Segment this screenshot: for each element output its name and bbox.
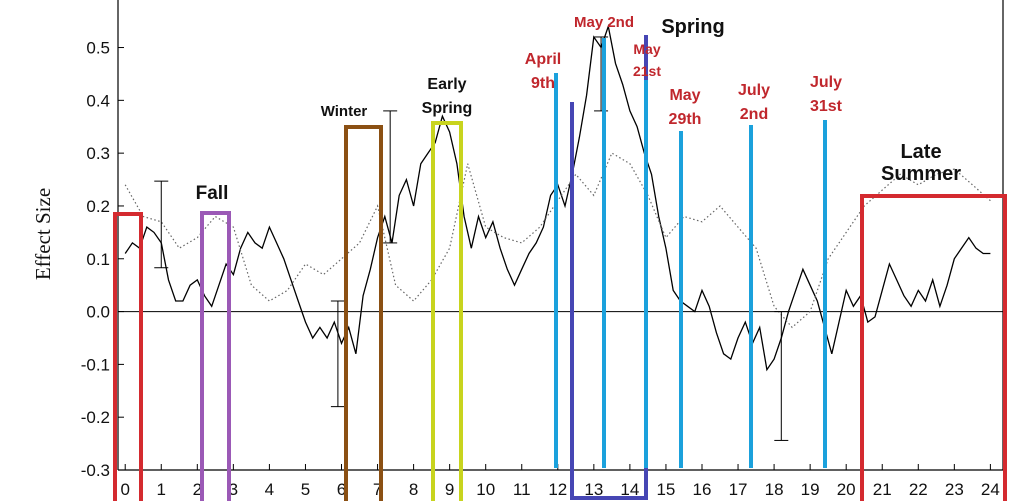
x-tick-label: 20 <box>837 480 856 499</box>
highlight-box <box>570 35 648 500</box>
annotation-text: May 2nd <box>574 14 634 31</box>
x-tick-label: 18 <box>765 480 784 499</box>
x-tick-label: 12 <box>548 480 567 499</box>
annotation-text: Spring <box>661 16 724 38</box>
annotation-text: Winter <box>321 103 368 120</box>
annotation-text: 21st <box>633 63 661 79</box>
x-tick-label: 7 <box>373 480 382 499</box>
annotation-text: April <box>525 51 561 68</box>
x-tick-label: 8 <box>409 480 418 499</box>
annotation-text: Spring <box>422 100 473 117</box>
error-bar <box>774 311 789 441</box>
error-bar <box>383 110 398 244</box>
annotation-text: 9th <box>531 75 555 92</box>
y-tick-label: 0.0 <box>86 303 110 322</box>
highlight-box <box>431 121 463 501</box>
x-tick-label: 19 <box>801 480 820 499</box>
highlight-box <box>113 212 143 501</box>
highlight-box <box>200 211 231 501</box>
x-tick-label: 1 <box>157 480 166 499</box>
x-tick-label: 3 <box>229 480 238 499</box>
x-tick-label: 5 <box>301 480 310 499</box>
annotation-text: May <box>669 87 700 104</box>
x-tick-label: 4 <box>265 480 274 499</box>
annotation-text: May <box>633 41 660 57</box>
annotations: Fall Winter Early Spring April 9th May 2nd May 2… <box>196 14 962 204</box>
annotation-text: Late <box>900 141 941 163</box>
x-tick-label: 9 <box>445 480 454 499</box>
annotation-text: Early <box>427 76 466 93</box>
x-tick-label: 17 <box>729 480 748 499</box>
y-tick-label: -0.1 <box>81 355 110 374</box>
annotation-text: 31st <box>810 98 843 115</box>
annotation-text: July <box>810 74 842 91</box>
error-bar <box>330 300 345 408</box>
highlight-box <box>860 194 1007 501</box>
annotation-text: Fall <box>196 183 229 204</box>
x-tick-label: 0 <box>120 480 129 499</box>
error-bar <box>154 180 169 269</box>
x-tick-label: 15 <box>656 480 675 499</box>
x-tick-label: 23 <box>945 480 964 499</box>
y-axis-label: Effect Size <box>31 188 55 280</box>
x-tick-label: 10 <box>476 480 495 499</box>
data-line <box>124 152 991 329</box>
x-tick-label: 2 <box>193 480 202 499</box>
y-tick-label: -0.3 <box>81 461 110 480</box>
annotation-text: Summer <box>881 163 961 185</box>
y-tick-label: 0.1 <box>86 250 110 269</box>
annotation-text: 29th <box>669 111 702 128</box>
highlight-box <box>344 125 383 501</box>
y-tick-label: 0.4 <box>86 91 110 110</box>
x-tick-label: 13 <box>584 480 603 499</box>
y-tick-label: 0.3 <box>86 144 110 163</box>
plot-area: -0.3-0.2-0.10.00.10.20.30.40.50 1 2 3 4 5 6 7 8 9… <box>81 23 1003 499</box>
y-tick-label: 0.5 <box>86 39 110 58</box>
x-tick-label: 14 <box>620 480 639 499</box>
x-tick-label: 21 <box>873 480 892 499</box>
annotation-text: July <box>738 82 770 99</box>
x-tick-label: 11 <box>513 480 531 499</box>
annotation-text: 2nd <box>740 106 768 123</box>
x-tick-label: 16 <box>693 480 712 499</box>
y-tick-label: 0.2 <box>86 197 110 216</box>
x-tick-label: 22 <box>909 480 928 499</box>
highlights <box>113 35 1007 501</box>
y-tick-label: -0.2 <box>81 408 110 427</box>
x-tick-label: 6 <box>337 480 346 499</box>
x-tick-label: 24 <box>981 480 1000 499</box>
